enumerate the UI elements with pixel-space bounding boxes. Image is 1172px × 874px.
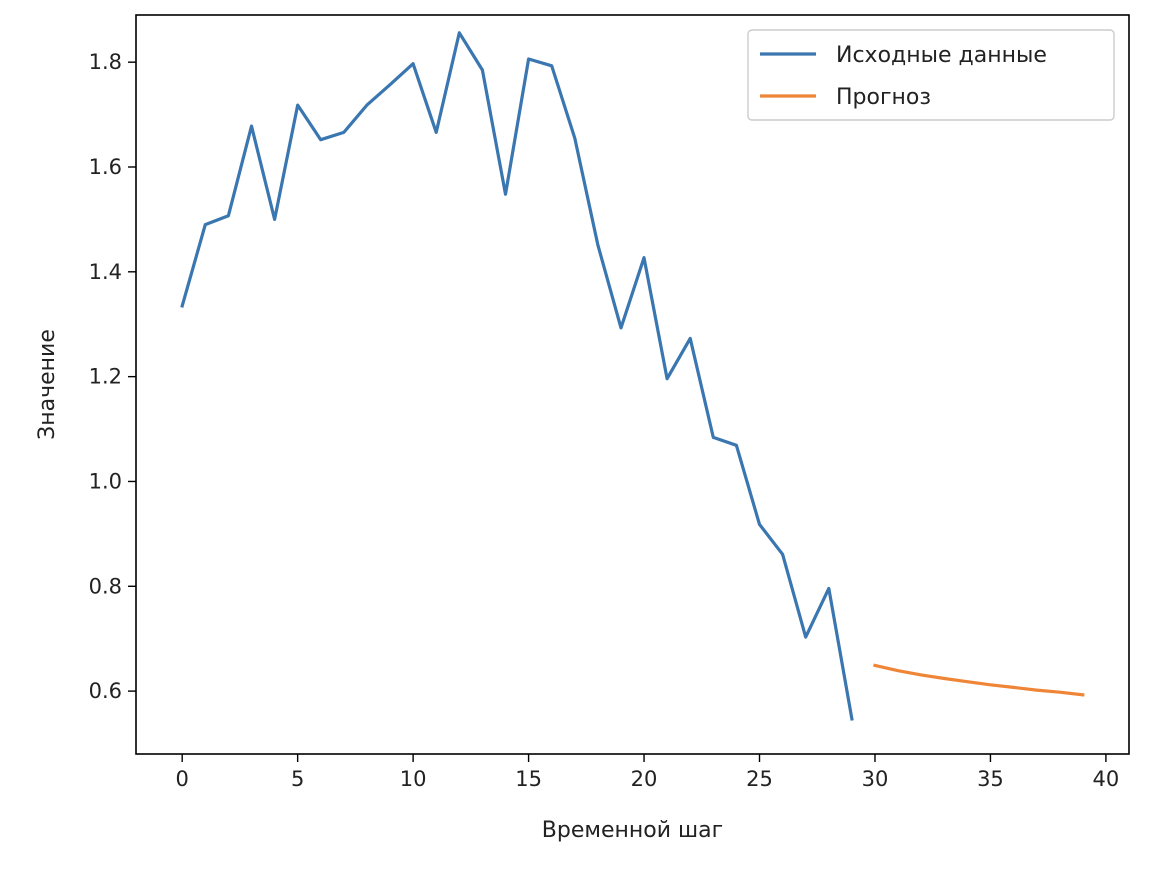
y-axis: 0.6 0.8 1.0 1.2 1.4 1.6 1.8 (89, 50, 136, 703)
x-tick-label: 35 (977, 767, 1004, 791)
x-tick-label: 30 (862, 767, 889, 791)
x-tick-label: 5 (291, 767, 304, 791)
y-tick-label: 1.6 (89, 155, 122, 179)
x-tick-label: 25 (746, 767, 773, 791)
legend-label-0: Исходные данные (836, 43, 1047, 68)
x-tick-label: 40 (1093, 767, 1120, 791)
x-tick-label: 15 (515, 767, 542, 791)
y-tick-label: 1.0 (89, 469, 122, 493)
x-axis: 0 5 10 15 20 25 30 35 40 (175, 754, 1119, 791)
series-line-1 (873, 663, 1085, 697)
x-tick-label: 20 (631, 767, 658, 791)
y-tick-label: 0.6 (89, 679, 122, 703)
y-tick-label: 1.2 (89, 365, 122, 389)
y-tick-label: 1.8 (89, 50, 122, 74)
legend-box (747, 29, 1115, 121)
x-tick-label: 10 (400, 767, 427, 791)
x-tick-label: 0 (175, 767, 188, 791)
y-tick-label: 0.8 (89, 574, 122, 598)
series-lines (180, 31, 1085, 721)
legend: Исходные данные Прогноз (747, 29, 1115, 121)
y-axis-label: Значение (35, 329, 60, 440)
plot-frame (135, 14, 1130, 755)
y-tick-label: 1.4 (89, 260, 122, 284)
legend-label-1: Прогноз (836, 85, 931, 110)
x-axis-label: Временной шаг (542, 818, 723, 843)
series-line-0 (180, 31, 854, 721)
